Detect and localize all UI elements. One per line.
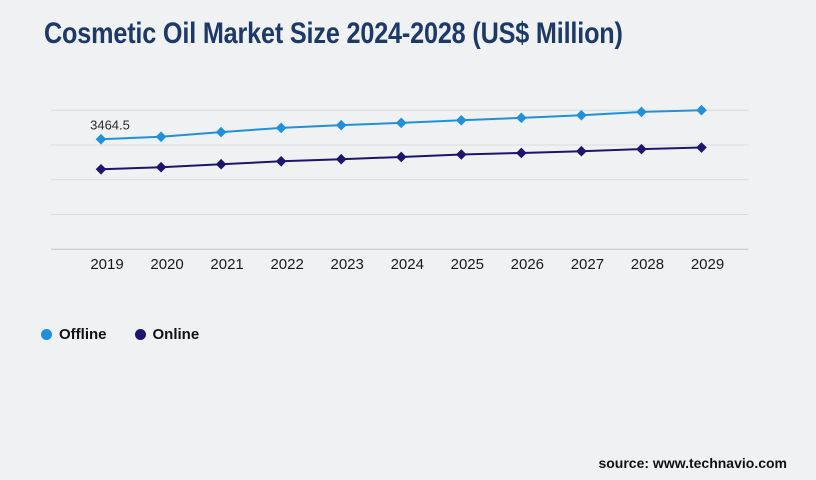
- series-marker-offline: [155, 131, 167, 143]
- line-chart: 3464.5 2019 2020 2021 2022 2023 2024 2025 2026 20…: [0, 88, 816, 288]
- legend-label-offline: Offline: [59, 326, 107, 343]
- series-marker-offline: [576, 109, 587, 121]
- chart-title: Cosmetic Oil Market Size 2024-2028 (US$ …: [44, 17, 623, 50]
- x-axis-label: 2029: [691, 256, 724, 273]
- series-marker-online: [576, 145, 587, 157]
- legend-item-online[interactable]: Online: [134, 326, 200, 343]
- series-marker-online: [335, 153, 347, 165]
- x-axis-label: 2024: [391, 256, 424, 273]
- data-label: 3464.5: [90, 118, 130, 133]
- series-marker-online: [215, 158, 227, 170]
- series-marker-offline: [395, 117, 407, 129]
- chart-canvas: 3464.5 2019 2020 2021 2022 2023 2024 2025 2026 20…: [51, 104, 749, 273]
- source-attribution: source: www.technavio.com: [598, 455, 787, 471]
- x-axis-label: 2020: [150, 256, 183, 273]
- series-marker-online: [155, 161, 167, 173]
- series-marker-offline: [275, 122, 287, 134]
- legend-label-online: Online: [152, 326, 200, 343]
- x-axis-label: 2026: [511, 256, 544, 273]
- series-marker-offline: [456, 114, 467, 126]
- x-axis-label: 2028: [631, 256, 664, 273]
- series-marker-offline: [636, 106, 647, 118]
- series-marker-offline: [516, 112, 527, 124]
- online-legend-dot-icon: [134, 329, 146, 340]
- legend-item-offline[interactable]: Offline: [41, 326, 107, 343]
- series-marker-online: [275, 155, 287, 167]
- chart-legend: Offline Online: [41, 326, 199, 343]
- series-marker-online: [696, 142, 707, 153]
- x-axis-label: 2019: [90, 256, 123, 273]
- offline-legend-dot-icon: [41, 329, 52, 340]
- series-marker-online: [395, 151, 407, 163]
- x-axis-label: 2022: [270, 256, 303, 273]
- series-marker-online: [636, 143, 647, 155]
- series-marker-online: [516, 147, 527, 159]
- x-axis-label: 2027: [571, 256, 604, 273]
- series-marker-offline: [335, 119, 347, 131]
- series-marker-online: [456, 149, 467, 160]
- x-axis-label: 2025: [451, 256, 484, 273]
- series-marker-offline: [215, 126, 227, 138]
- x-axis-label: 2023: [331, 256, 364, 273]
- series-marker-offline: [696, 104, 707, 116]
- series-marker-online: [95, 163, 107, 175]
- x-axis-label: 2021: [210, 256, 243, 273]
- series-marker-offline: [95, 133, 107, 145]
